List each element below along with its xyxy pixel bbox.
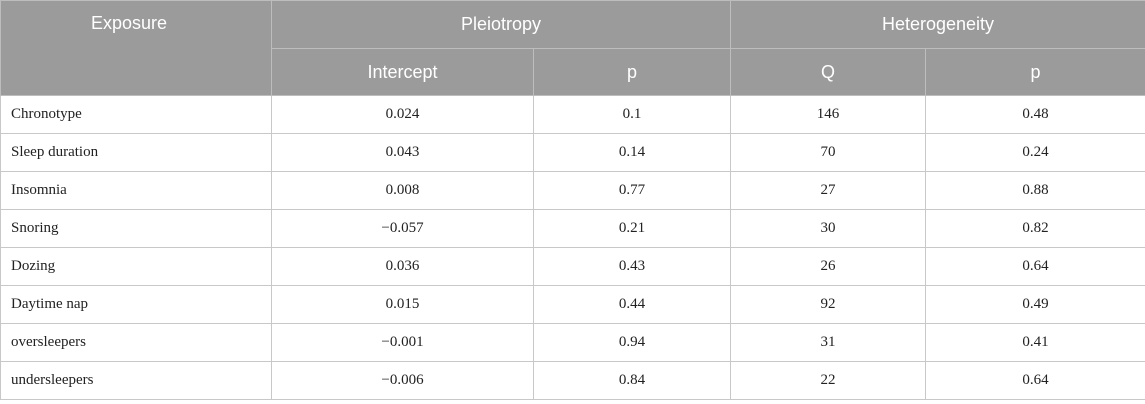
table-row: Insomnia 0.008 0.77 27 0.88 (0, 171, 1145, 210)
cell-intercept: 0.043 (271, 133, 534, 172)
cell-heterogeneity-p: 0.64 (925, 247, 1145, 286)
cell-q: 146 (730, 95, 927, 134)
cell-q: 27 (730, 171, 927, 210)
cell-pleiotropy-p: 0.84 (532, 361, 732, 400)
table-row: Chronotype 0.024 0.1 146 0.48 (0, 95, 1145, 134)
cell-exposure: Chronotype (0, 95, 272, 134)
cell-heterogeneity-p: 0.49 (925, 285, 1145, 324)
cell-heterogeneity-p: 0.64 (925, 361, 1145, 400)
cell-exposure: Snoring (0, 209, 272, 248)
cell-intercept: −0.006 (271, 361, 534, 400)
table-row: Sleep duration 0.043 0.14 70 0.24 (0, 133, 1145, 172)
cell-q: 70 (730, 133, 927, 172)
cell-heterogeneity-p: 0.41 (925, 323, 1145, 362)
header-q: Q (730, 48, 927, 96)
cell-exposure: Dozing (0, 247, 272, 286)
cell-pleiotropy-p: 0.77 (532, 171, 732, 210)
cell-heterogeneity-p: 0.82 (925, 209, 1145, 248)
cell-exposure: oversleepers (0, 323, 272, 362)
header-heterogeneity: Heterogeneity (730, 0, 1145, 49)
table-row: Daytime nap 0.015 0.44 92 0.49 (0, 285, 1145, 324)
cell-heterogeneity-p: 0.88 (925, 171, 1145, 210)
header-heterogeneity-p: p (925, 48, 1145, 96)
cell-q: 31 (730, 323, 927, 362)
header-intercept: Intercept (271, 48, 534, 96)
table-body: Chronotype 0.024 0.1 146 0.48 Sleep dura… (0, 95, 1145, 400)
cell-pleiotropy-p: 0.14 (532, 133, 732, 172)
cell-intercept: 0.036 (271, 247, 534, 286)
cell-exposure: Daytime nap (0, 285, 272, 324)
cell-pleiotropy-p: 0.21 (532, 209, 732, 248)
cell-exposure: Insomnia (0, 171, 272, 210)
cell-q: 92 (730, 285, 927, 324)
cell-pleiotropy-p: 0.43 (532, 247, 732, 286)
cell-exposure: Sleep duration (0, 133, 272, 172)
cell-pleiotropy-p: 0.1 (532, 95, 732, 134)
table-row: Snoring −0.057 0.21 30 0.82 (0, 209, 1145, 248)
table-row: Dozing 0.036 0.43 26 0.64 (0, 247, 1145, 286)
table-row: undersleepers −0.006 0.84 22 0.64 (0, 361, 1145, 400)
cell-q: 30 (730, 209, 927, 248)
header-pleiotropy: Pleiotropy (270, 0, 732, 49)
cell-q: 26 (730, 247, 927, 286)
cell-intercept: 0.015 (271, 285, 534, 324)
cell-pleiotropy-p: 0.94 (532, 323, 732, 362)
cell-intercept: 0.008 (271, 171, 534, 210)
cell-exposure: undersleepers (0, 361, 272, 400)
cell-intercept: 0.024 (271, 95, 534, 134)
cell-intercept: −0.057 (271, 209, 534, 248)
cell-pleiotropy-p: 0.44 (532, 285, 732, 324)
table-header: Exposure Pleiotropy Heterogeneity Interc… (0, 0, 1145, 96)
table-row: oversleepers −0.001 0.94 31 0.41 (0, 323, 1145, 362)
cell-intercept: −0.001 (271, 323, 534, 362)
header-pleiotropy-p: p (532, 48, 732, 96)
cell-heterogeneity-p: 0.24 (925, 133, 1145, 172)
cell-heterogeneity-p: 0.48 (925, 95, 1145, 134)
header-exposure: Exposure (0, 0, 272, 96)
cell-q: 22 (730, 361, 927, 400)
